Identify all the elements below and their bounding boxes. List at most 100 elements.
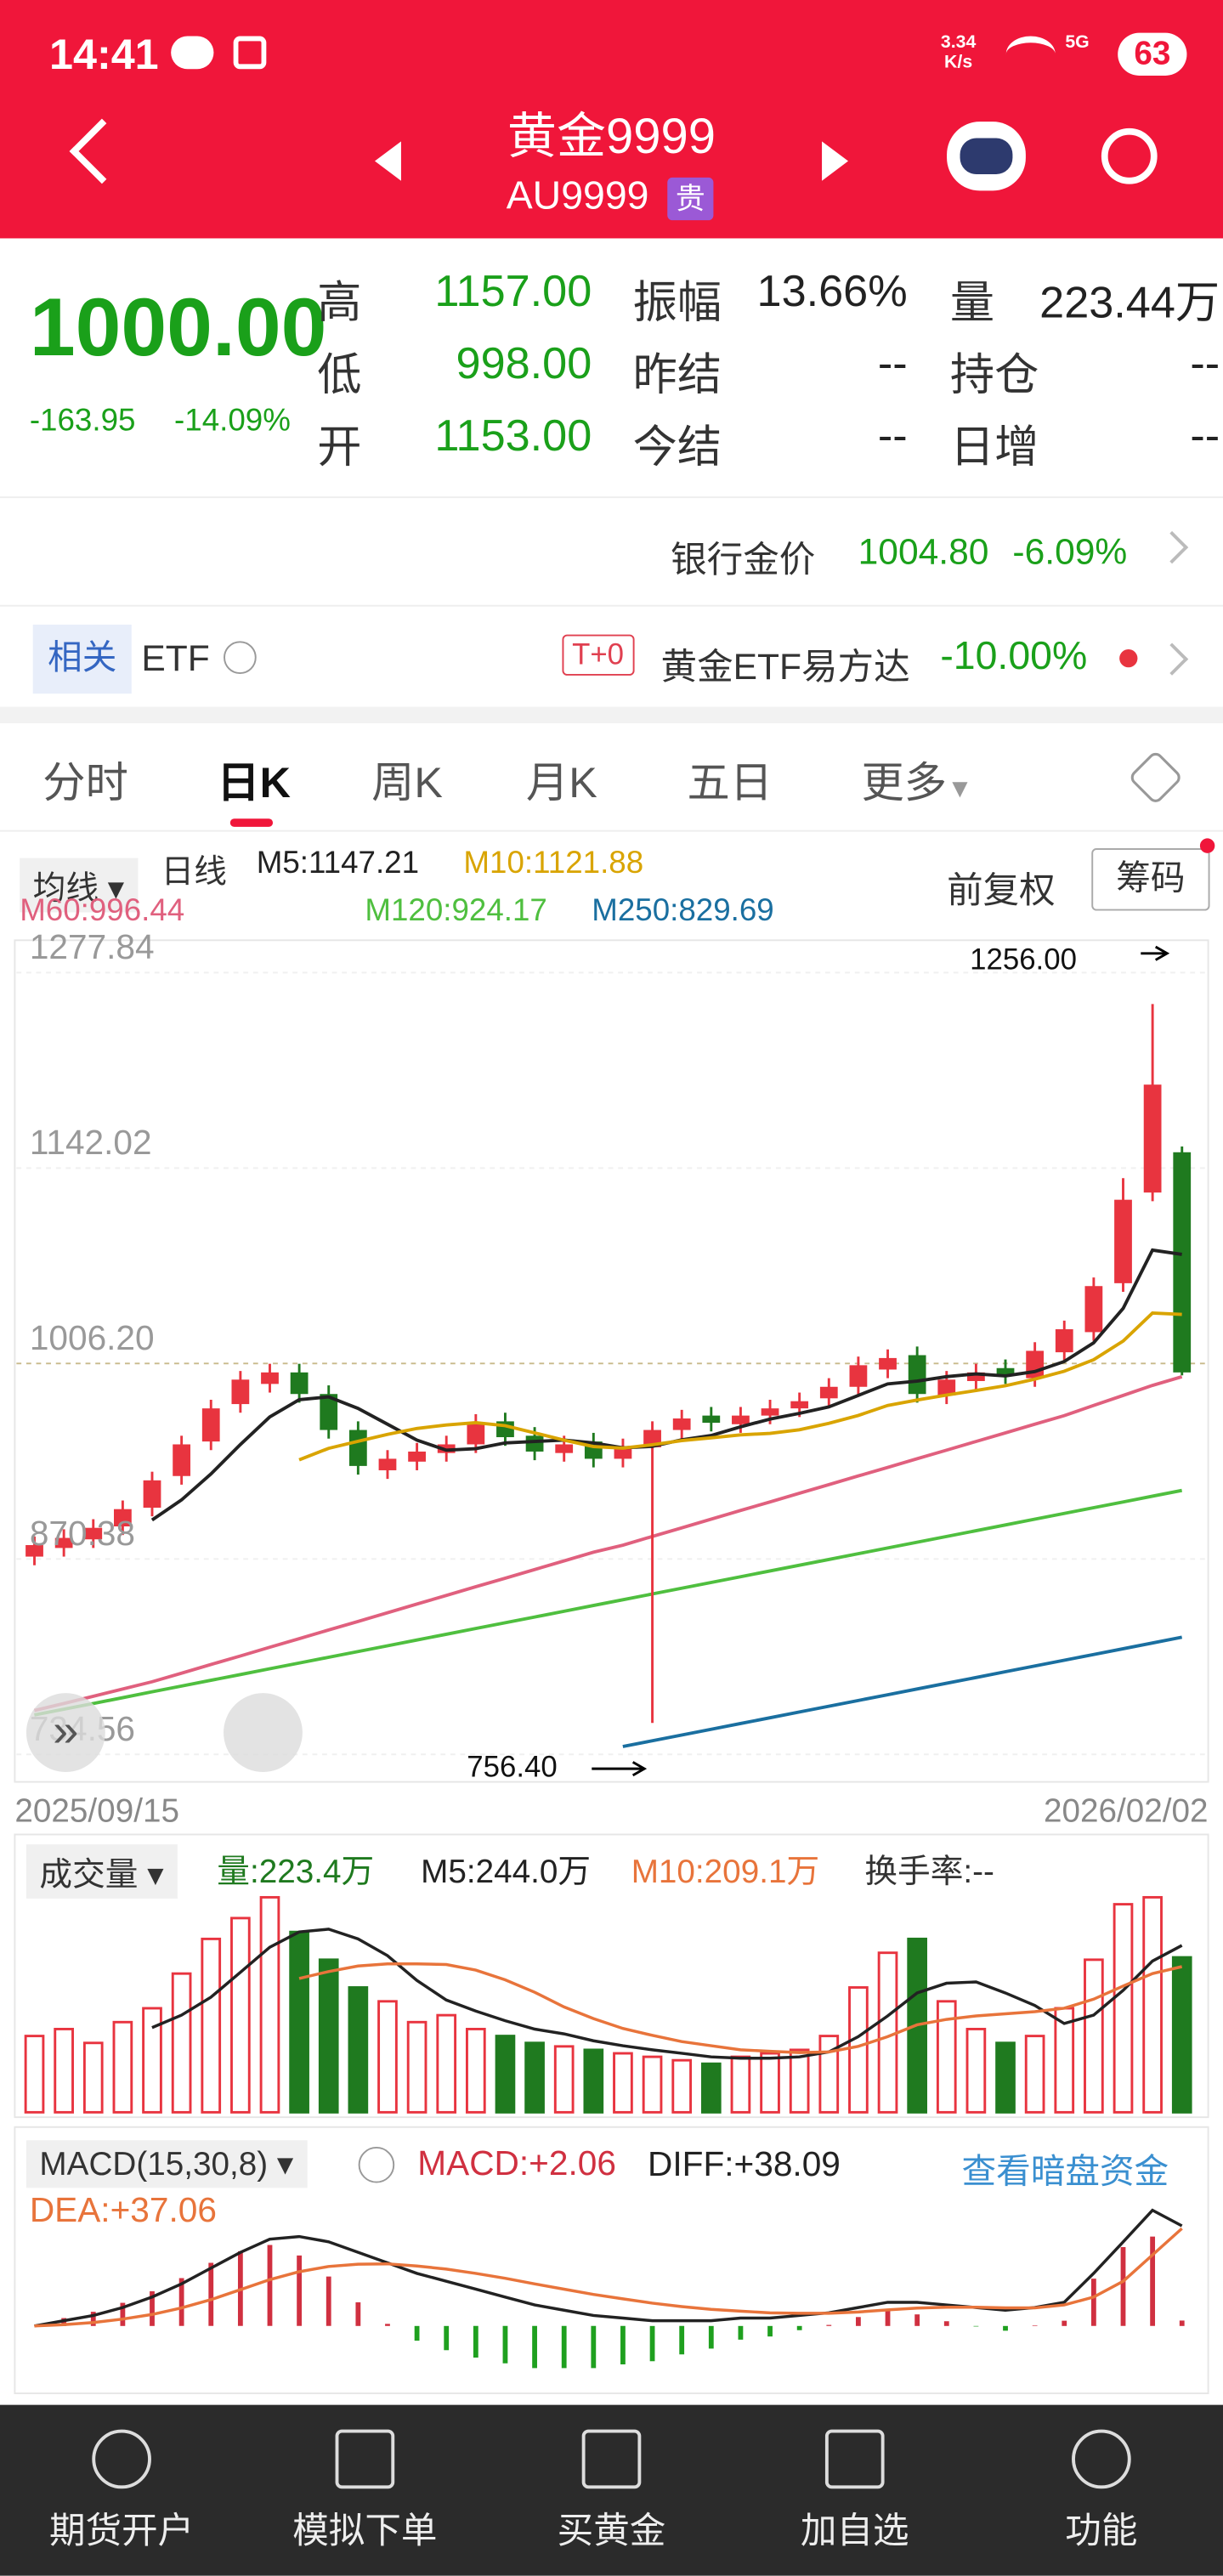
volume-bar — [201, 1937, 222, 2114]
tab[interactable]: 五日 — [687, 757, 773, 807]
macd-selector[interactable]: MACD(15,30,8) ▾ — [25, 2140, 307, 2188]
status-speed: 3.34 K/s — [940, 32, 977, 73]
ma-selector[interactable]: 均线 ▾ — [20, 858, 138, 913]
legend-entry: M5:1147.21 — [257, 845, 419, 880]
robot-icon[interactable] — [947, 122, 1026, 191]
candle-body — [908, 1355, 926, 1395]
tab[interactable]: 更多▼ — [861, 757, 973, 807]
nav-item[interactable]: 买黄金 — [557, 2510, 666, 2551]
nav-item[interactable]: 加自选 — [800, 2510, 909, 2551]
nav-icon[interactable] — [1072, 2429, 1131, 2489]
stat-label: 振幅 — [632, 277, 722, 327]
bank-label: 银行金价 — [671, 539, 816, 580]
nav-icon[interactable] — [92, 2429, 151, 2489]
candle-body — [1084, 1286, 1103, 1333]
divider — [0, 604, 1223, 607]
volume-bar — [553, 2045, 575, 2114]
bank-percent: -6.09% — [1012, 530, 1128, 573]
macd-line — [34, 2227, 1183, 2328]
candle-body — [290, 1372, 309, 1395]
help-icon[interactable] — [358, 2146, 395, 2183]
candle-body — [967, 1372, 985, 1381]
nav-item[interactable]: 模拟下单 — [292, 2510, 438, 2551]
stat-value: -- — [1190, 338, 1220, 388]
stat-value: 1157.00 — [434, 266, 592, 316]
volume-bar — [495, 2035, 516, 2114]
divider — [0, 829, 1223, 832]
search-button[interactable] — [1101, 127, 1158, 184]
volume-frame — [14, 1833, 1209, 2119]
volume-bar — [936, 2000, 957, 2114]
candle-body — [1143, 1084, 1162, 1193]
legend-entry: M5:244.0万 — [421, 1854, 591, 1890]
volume-bar — [348, 1986, 369, 2114]
stat-label: 开 — [317, 422, 362, 473]
y-tick-label: 1277.84 — [30, 927, 155, 966]
volume-bar — [318, 1958, 339, 2114]
volume-ma — [298, 1962, 1183, 2054]
candle-body — [614, 1447, 632, 1459]
volume-bar — [671, 2058, 693, 2114]
tab[interactable]: 周K — [371, 757, 443, 807]
bank-price: 1004.80 — [858, 530, 989, 573]
tab-underline — [229, 818, 274, 827]
fullscreen[interactable] — [224, 1693, 303, 1773]
chips-button[interactable]: 筹码 — [1091, 848, 1210, 911]
nav-item[interactable]: 期货开户 — [48, 2510, 195, 2551]
expand-left[interactable]: » — [25, 1693, 105, 1773]
candle-body — [261, 1372, 279, 1384]
legend-entry: DIFF:+38.09 — [648, 2144, 841, 2183]
volume-bar — [230, 1916, 251, 2114]
stat-value: -- — [877, 338, 908, 388]
candle-body — [525, 1435, 544, 1452]
annotation: 756.40 — [467, 1750, 557, 1783]
volume-selector[interactable]: 成交量 ▾ — [25, 1844, 178, 1899]
nav-icon[interactable] — [581, 2429, 642, 2489]
candle-body — [790, 1401, 809, 1409]
volume-bar — [465, 2028, 486, 2114]
volume-ma — [151, 1928, 1183, 2060]
dark-pool-link[interactable]: 查看暗盘资金 — [961, 2153, 1169, 2192]
prev-button[interactable] — [374, 141, 401, 181]
candle-body — [702, 1415, 721, 1424]
etf-tag: 相关 — [32, 624, 132, 694]
help-icon[interactable] — [224, 641, 257, 674]
volume-bar — [1171, 1956, 1192, 2114]
badge: 贵 — [667, 177, 714, 221]
tab[interactable]: 分时 — [42, 757, 128, 807]
candle-body — [143, 1480, 161, 1508]
nav-item[interactable]: 功能 — [1065, 2510, 1138, 2551]
nav-icon[interactable] — [824, 2429, 885, 2489]
candle-body — [113, 1509, 132, 1526]
change: -163.95 — [29, 404, 136, 439]
volume-bar — [82, 2041, 104, 2114]
legend-entry: M10:209.1万 — [631, 1854, 819, 1890]
y-tick-label: 870.38 — [30, 1514, 135, 1553]
scan-icon — [233, 36, 267, 70]
next-button[interactable] — [822, 141, 849, 181]
volume-bar — [877, 1951, 898, 2114]
candle-body — [54, 1537, 73, 1548]
stat-label: 今结 — [632, 422, 722, 473]
volume-bar — [789, 2048, 810, 2114]
dropdown-arrow: ▼ — [947, 775, 973, 804]
candle-body — [201, 1408, 220, 1442]
tab[interactable]: 日K — [217, 757, 291, 807]
tab[interactable]: 月K — [525, 757, 597, 807]
period: 日线 — [161, 854, 227, 892]
annotation: 1256.00 — [970, 943, 1077, 977]
volume-bar — [1142, 1895, 1163, 2114]
percent: -14.09% — [174, 404, 291, 439]
volume-bar — [1113, 1903, 1134, 2114]
stat-label: 低 — [317, 349, 362, 399]
volume-bar — [583, 2048, 604, 2114]
stat-label: 持仓 — [949, 349, 1039, 399]
legend-entry: M250:829.69 — [592, 892, 773, 927]
volume-bar — [289, 1930, 309, 2114]
adjust[interactable]: 前复权 — [947, 869, 1056, 911]
nav-icon[interactable] — [335, 2429, 395, 2489]
candle-body — [84, 1527, 103, 1540]
stat-value: -- — [877, 410, 908, 461]
x-tick-label: 2026/02/02 — [1044, 1793, 1209, 1830]
